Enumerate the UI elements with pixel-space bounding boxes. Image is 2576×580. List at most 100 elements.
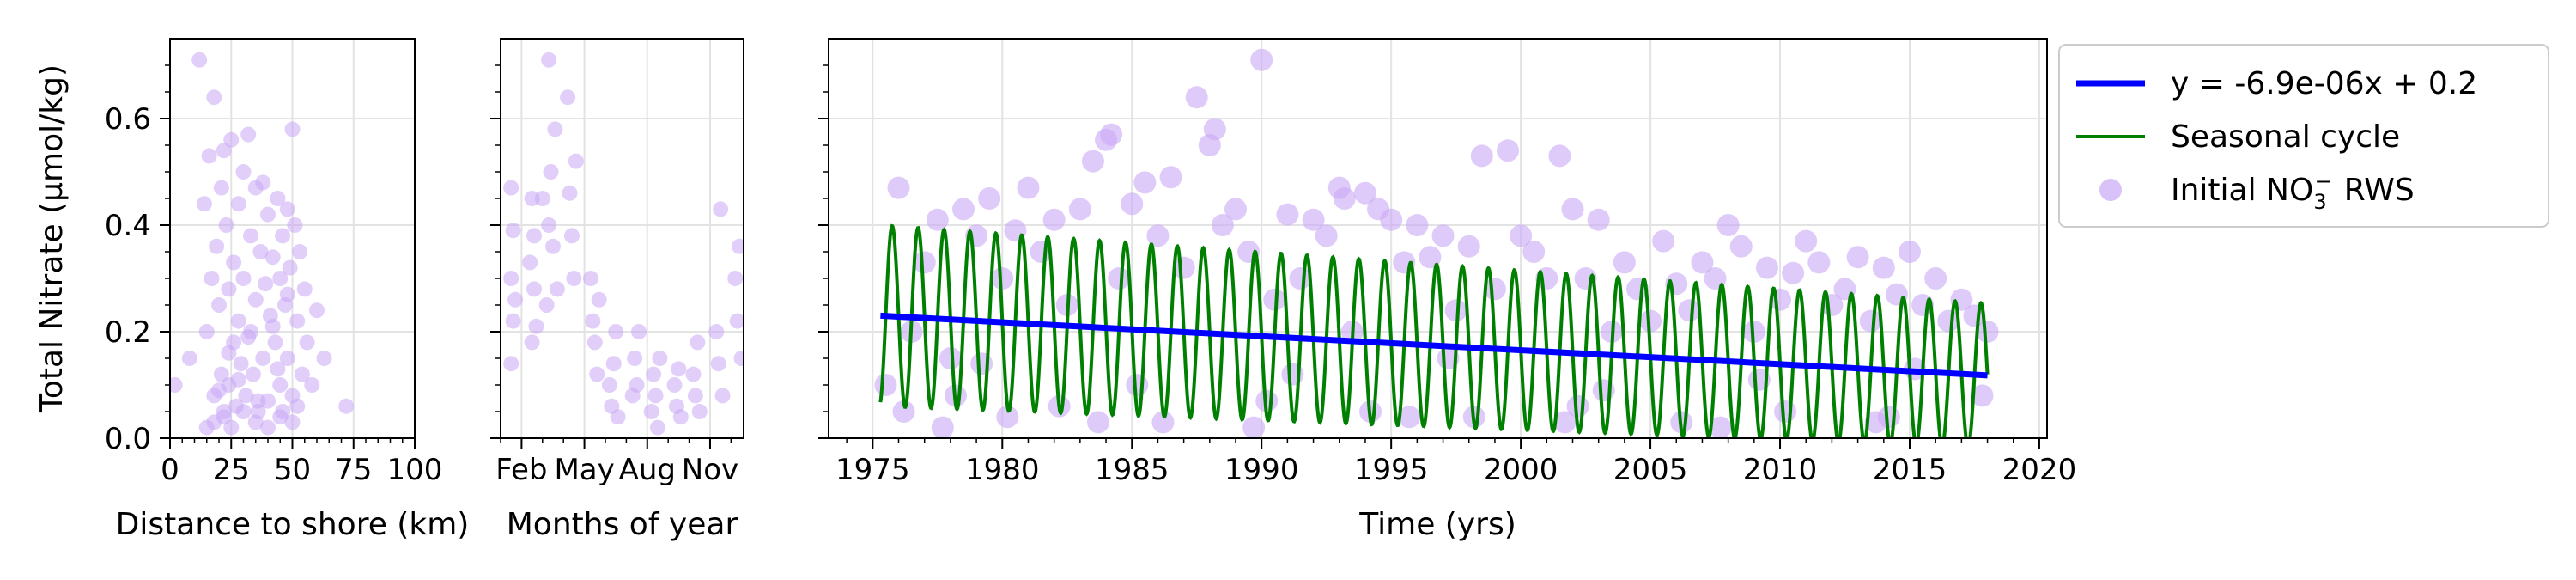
data-point bbox=[1483, 278, 1506, 301]
data-point bbox=[284, 414, 301, 430]
x-tick-label: 2020 bbox=[2002, 453, 2077, 487]
data-point bbox=[687, 388, 703, 404]
data-point bbox=[887, 176, 910, 199]
x-tick-label: 1985 bbox=[1095, 453, 1170, 487]
data-point bbox=[1185, 86, 1208, 109]
data-point bbox=[978, 187, 1001, 210]
data-point bbox=[240, 329, 257, 345]
data-point bbox=[247, 414, 264, 430]
data-point bbox=[1108, 267, 1131, 290]
data-point bbox=[252, 244, 269, 259]
data-point bbox=[272, 377, 289, 393]
data-point bbox=[284, 121, 301, 137]
data-point bbox=[1146, 224, 1170, 247]
data-point bbox=[1864, 411, 1887, 434]
data-point bbox=[1398, 406, 1421, 429]
x-tick-label: 1980 bbox=[965, 453, 1040, 487]
data-point bbox=[235, 404, 252, 419]
data-point bbox=[690, 334, 706, 351]
x-tick-label: Aug bbox=[619, 453, 676, 487]
y-tick-label: 0.2 bbox=[105, 315, 151, 350]
data-point bbox=[560, 89, 576, 106]
data-point bbox=[230, 313, 246, 329]
data-point bbox=[991, 267, 1014, 290]
data-point bbox=[586, 334, 603, 351]
data-point bbox=[562, 185, 578, 201]
data-point bbox=[1276, 203, 1299, 226]
data-point bbox=[294, 366, 310, 382]
x-tick-label: May bbox=[554, 453, 614, 487]
data-point bbox=[503, 180, 519, 196]
data-point bbox=[204, 271, 220, 286]
legend-label-superscript: − bbox=[2315, 169, 2332, 193]
data-point bbox=[1755, 256, 1778, 279]
data-point bbox=[541, 217, 557, 233]
data-point bbox=[211, 297, 227, 313]
x-tick-label: 2015 bbox=[1873, 453, 1947, 487]
data-point bbox=[1250, 48, 1273, 71]
data-point bbox=[1795, 229, 1818, 253]
data-point bbox=[610, 409, 626, 425]
data-point bbox=[629, 377, 645, 393]
data-point bbox=[1133, 171, 1157, 194]
data-point bbox=[279, 351, 295, 366]
data-point bbox=[522, 254, 538, 271]
x-tick-label: 0 bbox=[161, 453, 179, 487]
data-point bbox=[223, 419, 240, 436]
x-tick-label: 1995 bbox=[1354, 453, 1429, 487]
data-point bbox=[714, 388, 731, 404]
data-point bbox=[685, 366, 702, 382]
data-point bbox=[1553, 411, 1577, 434]
data-point bbox=[299, 334, 315, 351]
data-point bbox=[708, 324, 725, 339]
x-tick-label: 75 bbox=[335, 453, 372, 487]
data-point bbox=[1431, 224, 1455, 247]
data-point bbox=[1807, 251, 1831, 274]
data-point bbox=[1211, 214, 1234, 236]
data-point bbox=[1639, 309, 1662, 333]
x-axis-label: Time (yrs) bbox=[1358, 507, 1516, 542]
data-point bbox=[691, 404, 708, 419]
legend-box bbox=[2058, 44, 2549, 228]
x-tick-label: 1990 bbox=[1224, 453, 1299, 487]
legend-label-subscript: 3 bbox=[2313, 190, 2326, 214]
data-point bbox=[1716, 214, 1740, 236]
legend-label: Seasonal cycle bbox=[2171, 119, 2400, 155]
data-point bbox=[1561, 198, 1584, 221]
data-point bbox=[230, 196, 246, 212]
data-point bbox=[649, 419, 665, 436]
data-point bbox=[1086, 411, 1109, 434]
data-point bbox=[1203, 118, 1226, 141]
x-tick-label: 100 bbox=[387, 453, 443, 487]
data-point bbox=[209, 238, 225, 254]
data-point bbox=[672, 409, 689, 425]
data-point bbox=[1470, 144, 1493, 168]
data-point bbox=[275, 228, 291, 244]
data-point bbox=[729, 313, 744, 329]
data-point bbox=[563, 228, 580, 244]
data-point bbox=[646, 366, 662, 382]
data-point bbox=[282, 259, 298, 276]
data-point bbox=[874, 374, 897, 396]
data-point bbox=[1678, 299, 1701, 322]
data-point bbox=[507, 291, 524, 308]
data-point bbox=[1729, 235, 1753, 258]
data-point bbox=[1081, 150, 1104, 173]
data-point bbox=[1151, 411, 1175, 434]
plot-area bbox=[503, 52, 744, 436]
data-point bbox=[549, 281, 565, 297]
data-point bbox=[309, 302, 325, 319]
data-point bbox=[270, 361, 286, 377]
data-point bbox=[1872, 256, 1895, 279]
data-point bbox=[996, 406, 1019, 429]
data-point bbox=[240, 126, 257, 143]
data-point bbox=[892, 400, 915, 423]
data-point bbox=[926, 208, 949, 231]
data-point bbox=[206, 89, 222, 106]
data-point bbox=[524, 334, 540, 351]
y-axis-label: Total Nitrate (µmol/kg) bbox=[34, 64, 70, 413]
data-point bbox=[289, 313, 306, 329]
y-tick-label: 0.6 bbox=[105, 102, 151, 137]
data-point bbox=[605, 356, 622, 372]
